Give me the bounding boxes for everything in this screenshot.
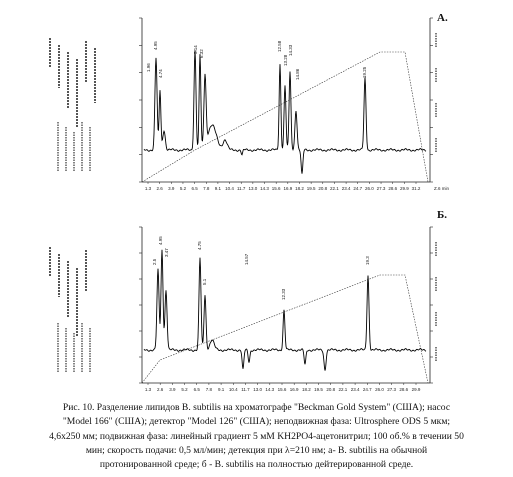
chromatogram-a-plot: 1.3 2.6 3.9 5.2 6.5 7.8 9.1 10.4 11.7 13.0 14.3 15.… bbox=[49, 17, 450, 191]
peak-retention-label: 2.5 bbox=[152, 258, 157, 265]
x-tick-label: 31.2 bbox=[412, 186, 421, 191]
x-tick-label: 29.9 bbox=[400, 186, 409, 191]
x-tick-label: 26.0 bbox=[375, 387, 384, 392]
x-tick-label: 18.2 bbox=[295, 186, 304, 191]
x-tick-label: 7.8 bbox=[206, 387, 213, 392]
x-tick-label: 23.4 bbox=[342, 186, 351, 191]
x-tick-label: 18.2 bbox=[302, 387, 311, 392]
peak-retention-label: 4.75 bbox=[197, 241, 202, 250]
x-tick-label: 27.3 bbox=[387, 387, 396, 392]
x-tick-label: 5.2 bbox=[181, 387, 188, 392]
peak-retention-label: 6.32 bbox=[199, 49, 204, 58]
x-tick-label: 19.5 bbox=[307, 186, 316, 191]
x-tick-label: 11.7 bbox=[237, 186, 246, 191]
chromatogram-b-plot: 1.3 2.6 3.9 5.2 6.5 7.8 9.1 10.4 11.7 13.0 14.3 15.… bbox=[49, 226, 437, 392]
peak-retention-label: 12.58 bbox=[277, 40, 282, 52]
x-tick-label: 9.1 bbox=[218, 387, 225, 392]
x-tick-label: 22.1 bbox=[330, 186, 339, 191]
gradient-line bbox=[141, 274, 429, 384]
caption-line-3: 4,6x250 мм; подвижная фаза: линейный гра… bbox=[49, 430, 464, 442]
x-tick-label: 13.0 bbox=[253, 387, 262, 392]
peak-retention-label: 5.1 bbox=[202, 278, 207, 285]
x-tick-label: 6.5 bbox=[194, 387, 201, 392]
x-tick-label: 28.6 bbox=[388, 186, 397, 191]
x-tick-label: 15.6 bbox=[272, 186, 281, 191]
peak-retention-label: 4.95 bbox=[153, 41, 158, 50]
x-tick-label: 13.0 bbox=[248, 186, 257, 191]
peak-retention-label: 4.74 bbox=[158, 69, 163, 78]
peak-retention-label: 1.96 bbox=[146, 63, 151, 72]
x-tick-label: 26.0 bbox=[365, 186, 374, 191]
peak-retention-label: 19.25 bbox=[362, 66, 367, 78]
x-tick-label: 23.4 bbox=[351, 387, 360, 392]
x-tick-label: 24.7 bbox=[363, 387, 372, 392]
x-tick-label: 16.9 bbox=[290, 387, 299, 392]
x-axis-unit: Z.6 min bbox=[434, 186, 450, 191]
x-tick-label: 20.8 bbox=[318, 186, 327, 191]
panel-label-b: Б. bbox=[437, 209, 448, 221]
caption-line-4: мин; скорость подачи: 0,5 мл/мин; детекц… bbox=[85, 444, 428, 456]
x-tick-label: 3.9 bbox=[168, 186, 175, 191]
x-tick-label: 14.3 bbox=[265, 387, 274, 392]
chromatogram-trace bbox=[143, 50, 427, 174]
figure-caption: Рис. 10. Разделение липидов B. subtilis … bbox=[4, 401, 509, 472]
peak-retention-label: 4.95 bbox=[158, 236, 163, 245]
x-tick-label: 15.6 bbox=[278, 387, 287, 392]
x-tick-label: 22.1 bbox=[339, 387, 348, 392]
x-tick-label: 28.6 bbox=[399, 387, 408, 392]
x-tick-label: 10.4 bbox=[229, 387, 238, 392]
x-tick-label: 27.3 bbox=[377, 186, 386, 191]
caption-line-1: Рис. 10. Разделение липидов B. subtilis … bbox=[62, 402, 451, 413]
x-tick-label: 5.2 bbox=[180, 186, 187, 191]
x-tick-label: 16.9 bbox=[283, 186, 292, 191]
caption-line-5: протонированной среде; б - B. subtilis н… bbox=[99, 459, 414, 471]
x-tick-label: 20.8 bbox=[326, 387, 335, 392]
peak-retention-label: 14.86 bbox=[295, 68, 300, 80]
peak-retention-label: 13.28 bbox=[283, 54, 288, 66]
x-tick-label: 14.3 bbox=[260, 186, 269, 191]
chromatogram-panel-b: 1.3 2.6 3.9 5.2 6.5 7.8 9.1 10.4 11.7 13.0 14.3 15.… bbox=[0, 205, 513, 400]
x-tick-label: 10.4 bbox=[225, 186, 234, 191]
panel-label-a: А. bbox=[437, 12, 448, 24]
peak-retention-label: 14.57 bbox=[244, 253, 249, 265]
x-tick-label: 29.9 bbox=[412, 387, 421, 392]
caption-line-2: "Model 166" (США); детектор "Model 126" … bbox=[62, 416, 451, 428]
peak-retention-label: 14.33 bbox=[288, 44, 293, 56]
x-tick-label: 2.6 bbox=[157, 186, 164, 191]
x-tick-label: 1.3 bbox=[145, 186, 152, 191]
peak-retention-label: 12.33 bbox=[281, 288, 286, 300]
x-tick-label: 9.1 bbox=[215, 186, 222, 191]
x-tick-label: 24.7 bbox=[353, 186, 362, 191]
peak-retention-label: 19.3 bbox=[365, 256, 370, 265]
peak-retention-label: 5.14 bbox=[193, 45, 198, 54]
peak-retention-label: 3.47 bbox=[164, 248, 169, 257]
x-tick-label: 19.5 bbox=[314, 387, 323, 392]
x-tick-label: 6.5 bbox=[191, 186, 198, 191]
chromatogram-panel-a: 1.3 2.6 3.9 5.2 6.5 7.8 9.1 10.4 11.7 13.0 14.3 15.… bbox=[0, 0, 513, 205]
gradient-line bbox=[141, 51, 429, 183]
x-tick-label: 7.8 bbox=[203, 186, 210, 191]
x-tick-label: 2.6 bbox=[157, 387, 164, 392]
chromatogram-trace bbox=[143, 249, 427, 371]
x-tick-label: 3.9 bbox=[169, 387, 176, 392]
x-tick-label: 11.7 bbox=[241, 387, 250, 392]
x-tick-label: 1.3 bbox=[145, 387, 152, 392]
